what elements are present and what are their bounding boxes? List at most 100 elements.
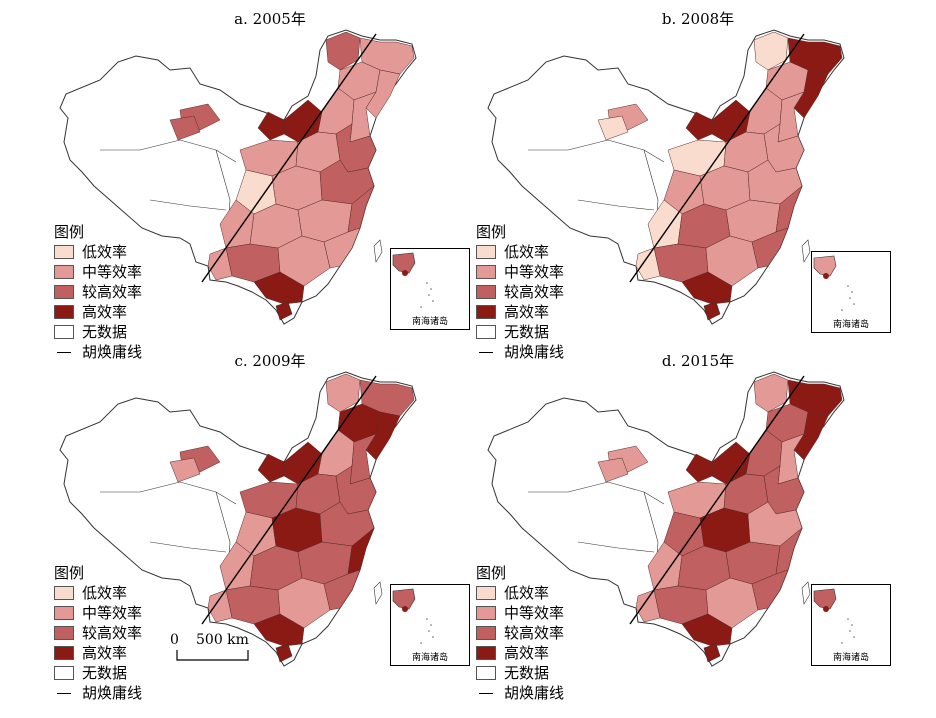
map-panel-c: c. 2009年 [40, 342, 470, 692]
hu-line [201, 33, 377, 283]
south-china-sea-inset-b: 南海诸岛 [811, 251, 891, 333]
inset-map [392, 588, 434, 644]
taiwan-region [373, 581, 383, 605]
map-regions [59, 371, 417, 667]
china-map-2008 [487, 29, 845, 325]
legend-item-line: 胡焕庸线 [54, 683, 142, 703]
legend-swatch [54, 285, 74, 299]
legend-item-top: 高效率 [54, 643, 142, 663]
inset-map [392, 252, 434, 308]
hu-line [629, 33, 805, 283]
inset-label: 南海诸岛 [832, 653, 869, 663]
region-19 [751, 227, 789, 269]
region-21 [635, 247, 661, 281]
legend-a: 图例 低效率 中等效率 较高效率 高效率 无数据 胡焕庸线 [54, 222, 142, 362]
legend-heading: 图例 [54, 564, 85, 582]
south-china-sea-inset-c: 南海诸岛 [390, 584, 470, 666]
province-boundary [577, 199, 655, 211]
region-24 [169, 115, 201, 141]
region-16 [775, 185, 803, 233]
hainan-region [275, 643, 293, 663]
region-16 [347, 527, 375, 575]
region-21 [207, 247, 233, 281]
legend-item-line: 胡焕庸线 [476, 342, 564, 362]
china-map-2015 [487, 371, 845, 667]
province-boundary [139, 139, 237, 163]
legend-d: 图例 低效率 中等效率 较高效率 高效率 无数据 胡焕庸线 [476, 563, 564, 703]
legend-item-high: 较高效率 [476, 623, 564, 643]
south-china-sea-inset-a: 南海诸岛 [390, 248, 470, 330]
map-regions [59, 29, 417, 325]
legend-item-mid: 中等效率 [476, 603, 564, 623]
province-boundary [149, 199, 227, 211]
legend-item-line: 胡焕庸线 [476, 683, 564, 703]
legend-item-mid: 中等效率 [54, 262, 142, 282]
legend-item-mid: 中等效率 [54, 603, 142, 623]
legend-swatch [54, 245, 74, 259]
legend-item-none: 无数据 [54, 322, 142, 342]
hainan-region [703, 301, 721, 321]
taiwan-region [801, 239, 811, 263]
legend-item-low: 低效率 [476, 242, 564, 262]
legend-item-low: 低效率 [476, 583, 564, 603]
legend-item-top: 高效率 [54, 302, 142, 322]
legend-item-top: 高效率 [476, 302, 564, 322]
region-21 [635, 589, 661, 623]
inset-map [813, 588, 855, 644]
scale-distance: 500 km [196, 632, 249, 648]
province-boundary [567, 139, 665, 163]
region-24 [597, 115, 629, 141]
map-panel-a: a. 2005年 [40, 0, 470, 350]
map-panel-d: d. 2015年 [468, 342, 898, 692]
province-boundary [577, 541, 655, 553]
map-panel-b: b. 2008年 [468, 0, 898, 350]
legend-item-low: 低效率 [54, 583, 142, 603]
taiwan-region [801, 581, 811, 605]
china-map-2009 [59, 371, 417, 667]
inset-label: 南海诸岛 [411, 317, 448, 327]
legend-swatch [54, 325, 74, 339]
province-boundary [567, 481, 665, 505]
region-22 [257, 111, 285, 141]
region-22 [257, 453, 285, 483]
legend-item-line: 胡焕庸线 [54, 342, 142, 362]
legend-item-low: 低效率 [54, 242, 142, 262]
inset-label: 南海诸岛 [411, 653, 448, 663]
legend-item-high: 较高效率 [54, 282, 142, 302]
hu-line [201, 375, 377, 625]
taiwan-region [373, 239, 383, 263]
legend-heading: 图例 [476, 564, 507, 582]
scale-bar: 0 500 km [170, 632, 290, 662]
region-16 [347, 185, 375, 233]
region-20 [681, 613, 733, 647]
region-20 [253, 613, 305, 647]
legend-item-high: 较高效率 [54, 623, 142, 643]
legend-item-top: 高效率 [476, 643, 564, 663]
inset-map [813, 255, 855, 311]
china-map-2005 [59, 29, 417, 325]
province-boundary [149, 541, 227, 553]
region-22 [685, 453, 713, 483]
hainan-region [275, 301, 293, 321]
region-22 [685, 111, 713, 141]
legend-swatch [54, 305, 74, 319]
legend-b: 图例 低效率 中等效率 较高效率 高效率 无数据 胡焕庸线 [476, 222, 564, 362]
region-24 [169, 457, 201, 483]
region-19 [751, 569, 789, 611]
legend-item-none: 无数据 [54, 663, 142, 683]
legend-line-symbol [57, 351, 71, 353]
legend-swatch [54, 265, 74, 279]
legend-item-none: 无数据 [476, 663, 564, 683]
scale-line [176, 650, 249, 661]
legend-c: 图例 低效率 中等效率 较高效率 高效率 无数据 胡焕庸线 [54, 563, 142, 703]
south-china-sea-inset-d: 南海诸岛 [811, 584, 891, 666]
panel-title: d. 2015年 [661, 352, 735, 370]
region-20 [681, 271, 733, 305]
region-19 [323, 227, 361, 269]
region-19 [323, 569, 361, 611]
inset-label: 南海诸岛 [832, 320, 869, 330]
legend-heading: 图例 [54, 223, 85, 241]
legend-item-mid: 中等效率 [476, 262, 564, 282]
province-boundary [139, 481, 237, 505]
panel-title: a. 2005年 [234, 10, 306, 28]
